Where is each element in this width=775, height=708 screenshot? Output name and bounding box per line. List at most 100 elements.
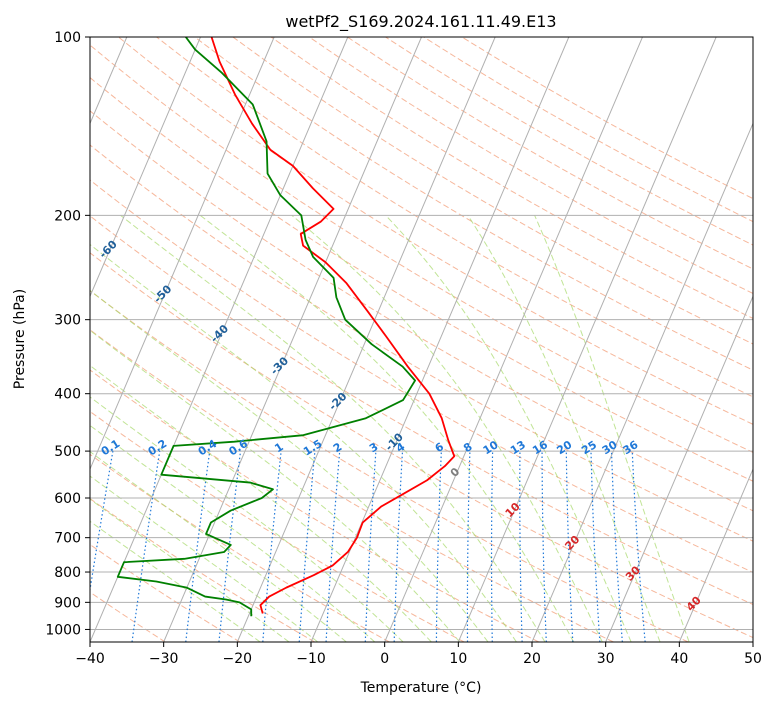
isotherm-line	[90, 37, 201, 298]
moist-adiabat-line	[90, 424, 376, 642]
isotherm-line	[752, 640, 753, 642]
mixing-ratio-line	[364, 451, 377, 642]
mixing-ratio-line	[131, 451, 161, 642]
moist-adiabat-line	[90, 364, 432, 642]
isotherm-label: -60	[97, 238, 120, 261]
chart-title: wetPf2_S169.2024.161.11.49.E13	[285, 12, 556, 32]
frost-curve-line	[0, 37, 7, 642]
dry-adiabat-line	[90, 110, 753, 512]
dry-adiabat-line	[90, 543, 241, 642]
x-axis-label: Temperature (°C)	[360, 680, 482, 696]
dry-adiabat-line	[90, 591, 166, 642]
mixing-ratio-label: 16	[530, 438, 550, 457]
moist-adiabat-line	[90, 498, 290, 642]
mixing-ratio-label: 36	[621, 438, 641, 457]
dry-adiabat-line	[90, 369, 540, 642]
y-tick-label: 900	[54, 595, 81, 611]
dry-adiabat-line	[90, 453, 390, 642]
x-tick-label: 10	[449, 651, 467, 667]
y-tick-label: 700	[54, 531, 81, 547]
isotherm-label: -30	[268, 354, 291, 377]
y-tick-label: 500	[54, 444, 81, 460]
isotherm-line	[531, 122, 753, 642]
isotherm-label: -80	[0, 148, 11, 171]
mixing-ratio-label: 1	[272, 440, 285, 455]
moist-adiabat-line	[90, 329, 461, 642]
mixing-ratio-line	[298, 451, 316, 642]
mixing-ratio-line	[185, 451, 211, 642]
moist-adiabat-line	[385, 214, 632, 642]
profile-lines	[116, 37, 456, 617]
x-tick-label: 50	[744, 651, 762, 667]
isotherm-label: -70	[45, 185, 68, 208]
mixing-ratio-label: 13	[508, 438, 528, 457]
mixing-ratio-line	[262, 451, 282, 642]
dewpoint-profile-line	[116, 37, 416, 617]
moist-adiabat-line	[467, 215, 661, 642]
mixing-ratio-line	[393, 451, 404, 642]
x-tick-label: −20	[223, 651, 253, 667]
isotherm-label: -40	[208, 322, 231, 345]
x-tick-label: 40	[670, 651, 688, 667]
isotherm-label: 40	[684, 594, 704, 614]
moist-adiabat-line	[90, 289, 489, 642]
dry-adiabat-line	[90, 498, 315, 642]
isotherm-line	[310, 37, 570, 642]
mixing-ratio-label: 3	[367, 440, 380, 455]
mixing-ratio-label: 1.5	[301, 437, 324, 458]
isotherm-line	[457, 37, 717, 642]
mixing-ratio-line	[610, 451, 623, 642]
mixing-ratio-label: 30	[600, 438, 620, 457]
moist-adiabat-line	[199, 214, 575, 642]
mixing-ratio-label: 8	[461, 440, 474, 455]
x-tick-label: −10	[296, 651, 326, 667]
mixing-ratio-line	[466, 451, 471, 642]
moist-adiabat-line	[90, 451, 347, 642]
dry-adiabat-line	[90, 76, 753, 482]
y-tick-label: 100	[54, 30, 81, 46]
isotherm-line	[90, 37, 349, 642]
moist-adiabat-line	[90, 396, 404, 642]
dry-adiabat-line	[118, 37, 753, 425]
moist-adiabat-line	[90, 475, 319, 642]
x-tick-label: −40	[75, 651, 105, 667]
mixing-ratio-line	[590, 451, 601, 642]
x-tick-label: 20	[523, 651, 541, 667]
dry-adiabat-line	[156, 37, 753, 398]
dry-adiabat-line	[194, 37, 753, 371]
isotherm-label: -50	[151, 282, 174, 305]
x-tick-label: 0	[380, 651, 389, 667]
y-tick-label: 300	[54, 313, 81, 329]
mixing-ratio-line	[490, 451, 494, 642]
dry-adiabat-line	[385, 37, 753, 246]
isotherm-label: 20	[562, 533, 582, 553]
x-tick-label: −30	[149, 651, 179, 667]
dry-adiabat-line	[90, 410, 465, 642]
isotherm-line	[678, 467, 753, 642]
dry-adiabat-line	[90, 290, 689, 642]
plot-frame	[89, 36, 754, 643]
dry-adiabat-line	[423, 37, 753, 223]
dry-adiabat-line	[90, 179, 753, 573]
dry-adiabat-line	[90, 252, 753, 639]
moist-adiabat-line	[291, 214, 603, 642]
isotherm-label: 30	[623, 563, 643, 583]
axes: −40 −30 −20 −10 0 10 20 30 40 5010020030040050060…	[45, 30, 762, 667]
isotherm-line	[605, 295, 753, 642]
y-tick-label: 600	[54, 491, 81, 507]
y-tick-label: 800	[54, 565, 81, 581]
isotherm-line	[384, 37, 643, 642]
moist-adiabat-line	[90, 520, 261, 642]
temperature-profile-line	[210, 37, 456, 614]
isotherm-label: 0	[448, 465, 463, 480]
moist-adiabat-line	[534, 215, 690, 642]
y-tick-label: 200	[54, 208, 81, 224]
y-tick-label: 1000	[45, 622, 81, 638]
mixing-ratio-label: 25	[579, 438, 599, 457]
dry-adiabat-line	[461, 37, 753, 200]
y-tick-label: 400	[54, 387, 81, 403]
dry-adiabat-line	[270, 37, 753, 319]
mixing-ratio-line	[90, 450, 114, 594]
dry-adiabat-line	[90, 329, 614, 642]
